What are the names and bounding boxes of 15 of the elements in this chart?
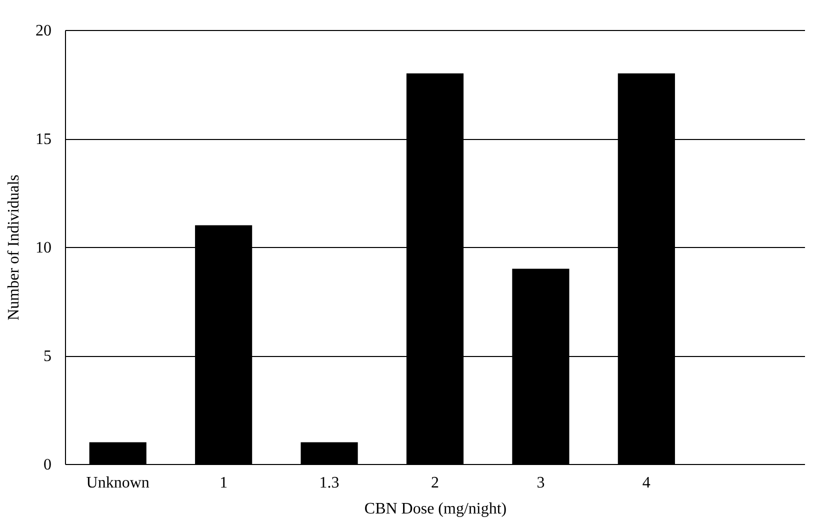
y-axis-title: Number of Individuals — [6, 174, 22, 320]
y-tick-label: 5 — [44, 348, 52, 365]
y-tick-label: 10 — [36, 240, 52, 256]
x-tick-label: 1 — [220, 474, 228, 492]
y-tick-label: 20 — [36, 22, 52, 40]
x-axis-title: CBN Dose (mg/night) — [364, 500, 507, 518]
x-tick-label: 1.3 — [319, 474, 340, 492]
bar — [300, 442, 358, 464]
x-tick-label: 3 — [536, 474, 545, 492]
x-tick-label: Unknown — [86, 474, 150, 492]
x-tick-label: 4 — [642, 474, 650, 492]
x-tick-label: 2 — [431, 474, 439, 492]
bar — [89, 442, 146, 464]
y-tick-label: 0 — [44, 456, 52, 474]
y-tick-label: 15 — [36, 131, 52, 148]
